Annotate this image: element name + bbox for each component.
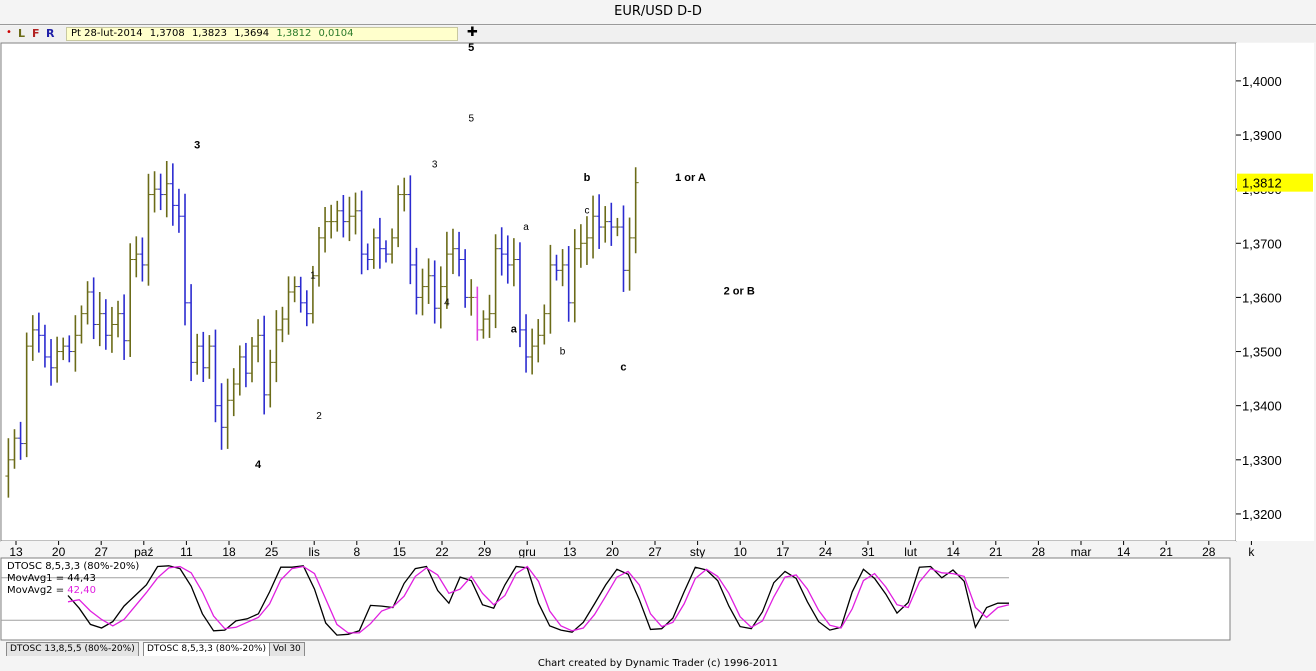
movavg2-legend-value: 42,40 <box>67 585 96 596</box>
wave-label: b <box>560 346 566 357</box>
x-tick-label: 20 <box>606 545 620 559</box>
x-tick-label: 28 <box>1032 545 1046 559</box>
credit-footer: Chart created by Dynamic Trader (c) 1996… <box>0 656 1316 671</box>
x-tick-label: sty <box>690 545 705 559</box>
y-tick-label: 1,3200 <box>1242 507 1282 522</box>
x-tick-label: gru <box>519 545 536 559</box>
x-tick-label: 18 <box>222 545 236 559</box>
price-axis-area <box>1236 43 1314 541</box>
x-tick-label: 17 <box>776 545 790 559</box>
x-axis-strip <box>1 541 1236 557</box>
x-tick-label: 15 <box>393 545 407 559</box>
movavg2-legend-label: MovAvg2 = <box>7 585 68 596</box>
mode-f-button[interactable]: F <box>32 27 40 40</box>
ohlc-close: 1,3812 <box>276 28 312 39</box>
price-panel <box>0 42 1237 542</box>
x-tick-label: lis <box>309 545 320 559</box>
y-tick-label: 1,4000 <box>1242 74 1282 89</box>
tab-dtosc-8[interactable]: DTOSC 8,5,3,3 (80%-20%) <box>143 642 270 657</box>
x-tick-label: 21 <box>989 545 1003 559</box>
x-tick-label: 13 <box>9 545 23 559</box>
mode-l-button[interactable]: L <box>18 27 26 40</box>
crosshair-plus-icon[interactable]: ✚ <box>467 25 478 40</box>
x-tick-label: 14 <box>1117 545 1131 559</box>
wave-label: c <box>620 361 626 373</box>
wave-label: c <box>584 206 589 217</box>
status-dot-icon[interactable]: • <box>6 27 12 38</box>
movavg1-legend: MovAvg1 = 44,43 <box>7 573 96 584</box>
info-bar: • L F R Pt 28-lut-2014 1,3708 1,3823 1,3… <box>0 25 1316 42</box>
osc-title-legend: DTOSC 8,5,3,3 (80%-20%) <box>7 561 140 572</box>
movavg2-line <box>67 565 1010 634</box>
x-tick-label: mar <box>1071 545 1092 559</box>
wave-label: 5 <box>468 113 474 124</box>
x-tick-label: 31 <box>861 545 875 559</box>
x-tick-label: 21 <box>1160 545 1174 559</box>
wave-label: 4 <box>255 459 262 471</box>
x-tick-label: 27 <box>648 545 662 559</box>
x-tick-label: 13 <box>563 545 577 559</box>
y-tick-label: 1,3900 <box>1242 128 1282 143</box>
wave-label: 3 <box>194 140 200 152</box>
wave-label: b <box>584 172 591 184</box>
x-tick-label: lut <box>904 545 917 559</box>
wave-label: 4 <box>444 298 450 309</box>
y-tick-label: 1,3300 <box>1242 453 1282 468</box>
x-tick-label: 14 <box>947 545 961 559</box>
x-tick-label: 8 <box>353 545 360 559</box>
y-tick-label: 1,3600 <box>1242 290 1282 305</box>
x-tick-label: k <box>1248 545 1255 559</box>
ohlc-high: 1,3823 <box>191 28 227 39</box>
wave-label: a <box>523 222 529 233</box>
x-tick-label: 20 <box>52 545 66 559</box>
ohlc-open: 1,3708 <box>149 28 185 39</box>
last-price-label: 1,3812 <box>1242 176 1282 191</box>
x-tick-label: 25 <box>265 545 279 559</box>
y-tick-label: 1,3500 <box>1242 345 1282 360</box>
wave-label: 1 or A <box>675 172 706 184</box>
movavg1-line <box>67 565 1009 636</box>
x-tick-label: 10 <box>734 545 748 559</box>
x-tick-label: 24 <box>819 545 833 559</box>
ohlc-change: 0,0104 <box>318 28 354 39</box>
ohlc-low: 1,3694 <box>234 28 270 39</box>
chart-title: EUR/USD D-D <box>0 0 1316 24</box>
x-tick-label: paź <box>134 545 153 559</box>
tab-vol-30[interactable]: Vol 30 <box>269 642 305 657</box>
x-tick-label: 22 <box>435 545 449 559</box>
wave-label: a <box>511 324 518 336</box>
x-tick-label: 11 <box>180 545 193 559</box>
x-tick-label: 28 <box>1202 545 1216 559</box>
wave-label: 1 <box>310 270 316 281</box>
movavg2-legend: MovAvg2 = 42,40 <box>7 585 96 596</box>
y-tick-label: 1,3700 <box>1242 236 1282 251</box>
wave-label: 2 or B <box>724 286 755 298</box>
wave-label: 2 <box>316 411 322 422</box>
y-tick-label: 1,3400 <box>1242 399 1282 414</box>
last-price-tag <box>1237 173 1313 192</box>
wave-label: 3 <box>432 160 438 171</box>
ohlc-date: Pt 28-lut-2014 <box>71 28 143 39</box>
tab-dtosc-13[interactable]: DTOSC 13,8,5,5 (80%-20%) <box>6 642 139 657</box>
ohlc-readout: Pt 28-lut-2014 1,3708 1,3823 1,3694 1,38… <box>66 27 458 41</box>
x-tick-label: 27 <box>95 545 109 559</box>
mode-r-button[interactable]: R <box>46 27 55 40</box>
x-tick-label: 29 <box>478 545 492 559</box>
wave-label: 5 <box>468 42 474 54</box>
